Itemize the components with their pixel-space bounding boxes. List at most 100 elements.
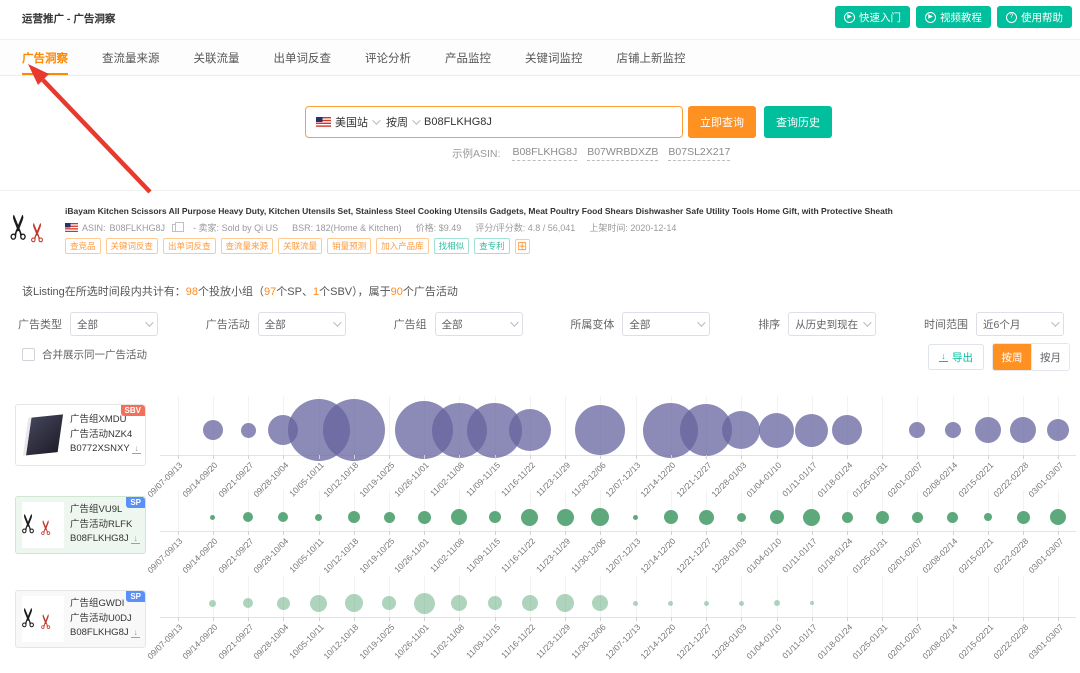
tab-查流量来源[interactable]: 查流量来源 <box>102 52 160 65</box>
data-bubble <box>575 405 626 455</box>
summary-text: 个SBV），属于 <box>319 286 391 298</box>
axis-tick <box>987 617 989 621</box>
export-button[interactable]: ↓ 导出 <box>928 344 984 370</box>
tag-加入产品库[interactable]: 加入产品库 <box>376 238 429 254</box>
data-bubble <box>1047 419 1070 441</box>
axis-tick <box>741 617 743 621</box>
axis-tick <box>1058 617 1060 621</box>
x-axis-label: 09/28-10/04 <box>251 536 291 576</box>
axis-tick <box>424 455 426 459</box>
data-bubble <box>841 511 853 523</box>
axis-tick <box>776 455 778 459</box>
tab-关键词监控[interactable]: 关键词监控 <box>525 52 583 65</box>
data-bubble <box>832 415 862 445</box>
ad-group-card[interactable]: ✂✂ 广告组GWDI 广告活动U0DJ B08FLKHG8J ↓ SP <box>15 590 146 648</box>
tag-关键词反查[interactable]: 关键词反查 <box>105 238 159 254</box>
scissors-icon: ✂ <box>35 519 58 536</box>
merge-campaign-checkbox[interactable]: 合并展示同一广告活动 <box>22 347 147 362</box>
ad-group-info: 广告组XMDU 广告活动NZK4 B0772XSNXY ↓ <box>70 413 142 457</box>
header-button-视频教程[interactable]: ▶ 视频教程 <box>916 6 991 28</box>
axis-tick <box>177 617 179 621</box>
data-bubble <box>1050 509 1067 525</box>
tab-店铺上新监控[interactable]: 店铺上新监控 <box>616 52 686 65</box>
filter-select-时间范围[interactable]: 近6个月 <box>975 312 1064 336</box>
by-month-button[interactable]: 按月 <box>1031 344 1069 370</box>
example-asin-link[interactable]: B07SL2X217 <box>668 146 731 161</box>
period-select[interactable]: 按周 <box>384 114 424 130</box>
axis-tick <box>811 455 813 459</box>
filter-select-广告类型[interactable]: 全部 <box>70 312 158 336</box>
asin-search-input[interactable] <box>424 116 674 128</box>
tab-关联流量[interactable]: 关联流量 <box>193 52 240 65</box>
x-axis-label: 01/04-01/10 <box>744 536 784 576</box>
ad-group-card[interactable]: 广告组XMDU 广告活动NZK4 B0772XSNXY ↓ SBV <box>15 404 146 466</box>
filter-select-排序[interactable]: 从历史到现在 <box>788 312 877 336</box>
ad-asin: B08FLKHG8J <box>70 627 132 639</box>
site-select[interactable]: 美国站 <box>314 114 384 130</box>
filter-select-广告活动[interactable]: 全部 <box>257 312 346 336</box>
example-asin-link[interactable]: B08FLKHG8J <box>512 146 578 161</box>
gridline <box>353 490 355 531</box>
filter-select-所属变体[interactable]: 全部 <box>622 312 711 336</box>
by-week-button[interactable]: 按周 <box>993 344 1031 370</box>
axis-tick <box>670 455 672 459</box>
filter-广告类型: 广告类型 全部 <box>18 312 158 336</box>
bsr-label: BSR: <box>292 222 314 233</box>
filter-label: 广告组 <box>393 319 427 331</box>
query-button[interactable]: 立即查询 <box>688 106 756 138</box>
header-button-快速入门[interactable]: ▶ 快速入门 <box>835 6 910 28</box>
filter-select-广告组[interactable]: 全部 <box>434 312 523 336</box>
tag-出单词反查[interactable]: 出单词反查 <box>163 238 216 254</box>
campaign-name: 广告活动NZK4 <box>70 428 133 440</box>
gridline <box>670 576 672 617</box>
axis-tick <box>706 617 708 621</box>
axis-tick <box>318 617 320 621</box>
query-history-button[interactable]: 查询历史 <box>764 106 832 138</box>
tag-查流量来源[interactable]: 查流量来源 <box>220 238 274 254</box>
divider <box>0 190 1080 191</box>
gridline <box>212 576 214 617</box>
data-bubble <box>382 596 396 610</box>
tag-关联流量[interactable]: 关联流量 <box>278 238 323 254</box>
data-bubble <box>508 409 551 451</box>
data-bubble <box>243 598 254 608</box>
example-asin-link[interactable]: B07WRBDXZB <box>587 146 659 161</box>
ad-group-thumbnail <box>22 412 64 458</box>
data-bubble <box>944 422 961 438</box>
x-axis-label: 12/07-12/13 <box>603 536 643 576</box>
checkbox-icon[interactable] <box>22 348 35 361</box>
tab-评论分析[interactable]: 评论分析 <box>365 52 411 65</box>
ad-type-badge: SP <box>126 497 145 508</box>
gridline <box>318 576 320 617</box>
gridline <box>494 490 496 531</box>
summary-text: 个投放小组（ <box>198 286 265 298</box>
header-button-使用帮助[interactable]: ? 使用帮助 <box>997 6 1072 28</box>
rating-label: 评分/评分数: <box>475 223 526 233</box>
tag-找相似[interactable]: 找相似 <box>433 238 470 254</box>
data-bubble <box>417 510 431 524</box>
tag-查竞品[interactable]: 查竞品 <box>65 238 101 254</box>
download-icon[interactable]: ↓ <box>131 628 141 639</box>
tag-查专利[interactable]: 查专利 <box>474 238 510 254</box>
data-bubble <box>202 420 223 440</box>
download-icon[interactable]: ↓ <box>132 444 142 455</box>
tab-广告洞察[interactable]: 广告洞察 <box>22 40 68 75</box>
grid-table-icon[interactable]: ⊞ <box>514 238 530 254</box>
product-image: ✂ ✂ <box>9 201 57 253</box>
download-icon[interactable]: ↓ <box>131 534 141 545</box>
ad-group-thumbnail: ✂✂ <box>22 502 64 548</box>
gridline <box>283 490 285 531</box>
filter-label: 排序 <box>758 319 781 331</box>
x-axis-label: 11/09-11/15 <box>463 622 502 661</box>
axis-tick <box>600 455 602 459</box>
ad-group-name: 广告组XMDU <box>70 413 127 425</box>
ad-group-card[interactable]: ✂✂ 广告组VU9L 广告活动RLFK B08FLKHG8J ↓ SP <box>15 496 146 554</box>
scissors-icon: ✂ <box>22 221 53 244</box>
tag-销量预测[interactable]: 销量预测 <box>327 238 372 254</box>
tab-出单词反查[interactable]: 出单词反查 <box>273 52 332 65</box>
data-bubble <box>521 508 539 526</box>
ad-group-name: 广告组GWDI <box>70 597 125 609</box>
copy-icon[interactable] <box>172 221 185 232</box>
tab-产品监控[interactable]: 产品监控 <box>445 52 491 65</box>
gridline <box>917 576 919 617</box>
